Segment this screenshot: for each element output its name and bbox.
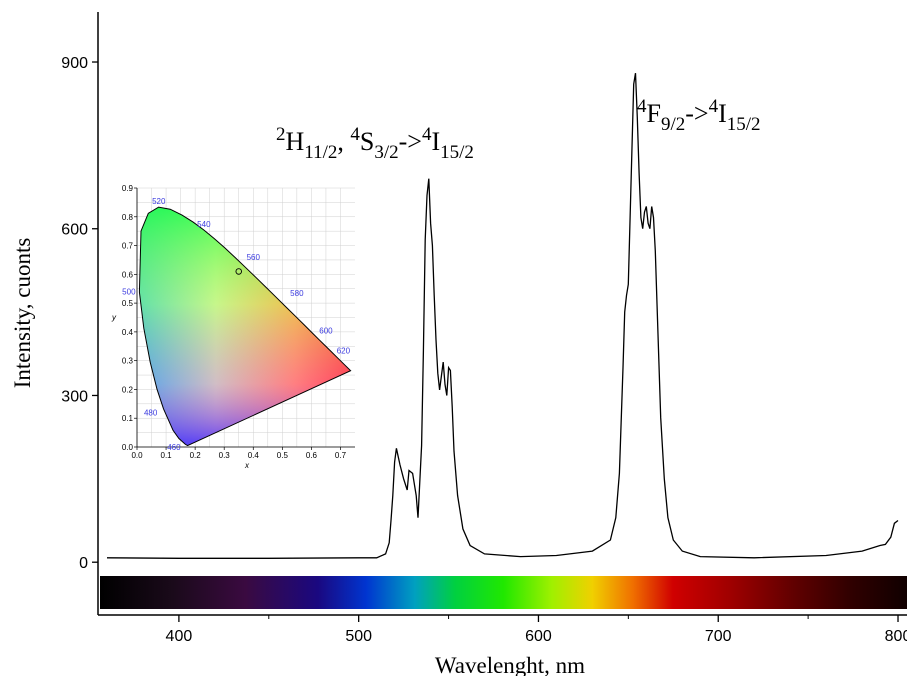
y-tick-label: 300 (61, 388, 88, 405)
inset-x-tick-label: 0.0 (131, 451, 143, 460)
annotation-part: -> (399, 127, 422, 156)
spectrum-color-bar (100, 576, 907, 609)
wavelength-label: 620 (337, 347, 351, 356)
inset-wavelength-labels: 520 540 560 580 600 620 500 480 460 (122, 197, 350, 452)
transition-label-green: 2H11/2, 4S3/2->4I15/2 (276, 124, 474, 163)
annotation-part: 4 (350, 124, 360, 145)
x-tick-label: 800 (885, 628, 907, 645)
inset-x-tick-label: 0.4 (248, 451, 260, 460)
inset-x-tick-label: 0.2 (190, 451, 202, 460)
inset-x-tick-label: 0.5 (277, 451, 289, 460)
y-tick-label: 600 (61, 222, 88, 239)
annotation-part: 2 (276, 124, 286, 145)
inset-y-tick-label: 0.7 (122, 242, 134, 251)
y-tick-label: 900 (61, 55, 88, 72)
inset-y-tick-label: 0.2 (122, 385, 134, 394)
y-axis-ticks: 0 300 600 900 (61, 55, 98, 572)
inset-y-tick-label: 0.9 (122, 184, 134, 193)
inset-y-tick-label: 0.3 (122, 357, 134, 366)
x-tick-label: 400 (166, 628, 193, 645)
annotation-part: 3/2 (374, 142, 398, 163)
inset-x-tick-label: 0.7 (335, 451, 347, 460)
series-line (106, 72, 899, 559)
inset-y-tick-label: 0.8 (122, 213, 134, 222)
wavelength-label: 580 (290, 289, 304, 298)
annotation-part: , (337, 127, 350, 156)
annotation-part: H (286, 127, 305, 156)
y-axis-label: Intensity, cuonts (10, 238, 35, 389)
annotation-part: 15/2 (440, 142, 474, 163)
inset-y-tick-label: 0.5 (122, 299, 134, 308)
x-tick-label: 600 (525, 628, 552, 645)
wavelength-label: 540 (197, 220, 211, 229)
wavelength-label: 560 (247, 253, 261, 262)
annotation-part: 15/2 (727, 114, 761, 135)
transition-label-red: 4F9/2->4I15/2 (637, 96, 761, 135)
inset-axis-ticks: 0.0 0.1 0.2 0.3 0.4 0.5 0.6 0.7 0.0 0.1 0.2 0.3 0.4 0… (122, 184, 347, 460)
spectral-locus-outline (138, 206, 352, 447)
inset-x-tick-label: 0.3 (219, 451, 231, 460)
annotation-part: 4 (709, 96, 719, 117)
x-axis-label: Wavelenght, nm (435, 653, 585, 676)
wavelength-label: 600 (319, 326, 333, 335)
inset-y-axis-label: y (111, 313, 117, 322)
annotation-part: 4 (637, 96, 647, 117)
annotation-part: I (718, 99, 727, 128)
wavelength-label: 460 (167, 443, 181, 452)
x-tick-label: 500 (345, 628, 372, 645)
inset-y-tick-label: 0.6 (122, 270, 134, 279)
inset-y-tick-label: 0.0 (122, 443, 134, 452)
cie-chromaticity-inset: 0.0 0.1 0.2 0.3 0.4 0.5 0.6 0.7 0.0 0.1 0.2 0.3 0.4 0… (110, 178, 362, 473)
x-tick-label: 700 (705, 628, 732, 645)
annotation-part: 4 (422, 124, 432, 145)
annotation-part: F (647, 99, 661, 128)
inset-y-tick-label: 0.1 (122, 414, 134, 423)
x-axis-ticks: 400 500 600 700 800 (166, 615, 907, 645)
y-tick-label: 0 (79, 555, 88, 572)
wavelength-label: 480 (144, 408, 158, 417)
inset-x-tick-label: 0.6 (306, 451, 318, 460)
inset-x-axis-label: x (244, 461, 250, 470)
inset-y-tick-label: 0.4 (122, 328, 134, 337)
wavelength-label: 520 (152, 197, 166, 206)
annotation-part: -> (685, 99, 708, 128)
annotation-part: S (360, 127, 374, 156)
chromaticity-point (235, 268, 242, 275)
annotation-part: 9/2 (661, 114, 685, 135)
inset-x-tick-label: 0.1 (161, 451, 173, 460)
annotation-part: 11/2 (304, 142, 337, 163)
wavelength-label: 500 (122, 288, 136, 297)
annotation-part: I (431, 127, 440, 156)
